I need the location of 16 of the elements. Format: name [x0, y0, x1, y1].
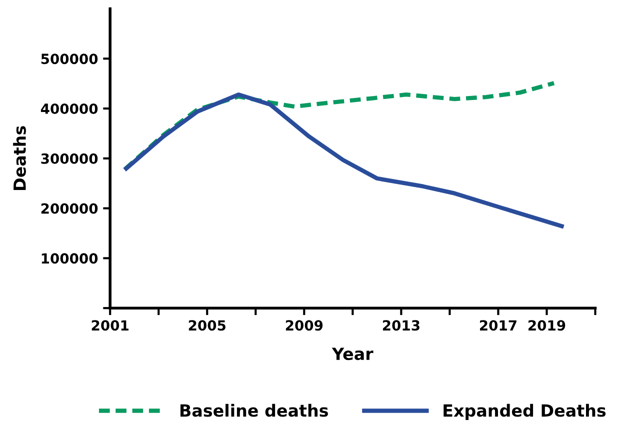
- x-tick-label: 2001: [92, 320, 128, 331]
- line-series: [122, 92, 566, 229]
- x-tick-label: 2005: [188, 320, 226, 331]
- legend-label: Baseline deaths: [180, 404, 328, 417]
- x-axis-title: Year: [332, 348, 374, 360]
- y-tick-label: 200000: [41, 203, 98, 214]
- x-tick-label: 2017: [480, 320, 516, 331]
- x-tick-label: 2013: [382, 320, 420, 331]
- y-tick-label: 100000: [42, 253, 98, 264]
- y-tick-label: 500000: [41, 54, 98, 64]
- y-tick-label: 300000: [41, 153, 98, 164]
- x-tick-label: 2009: [286, 320, 323, 331]
- y-axis-title: Deaths: [13, 126, 26, 190]
- y-tick-label: 400000: [40, 103, 98, 114]
- legend-label: Expanded Deaths: [444, 404, 606, 420]
- x-tick-label: 2019: [528, 320, 566, 331]
